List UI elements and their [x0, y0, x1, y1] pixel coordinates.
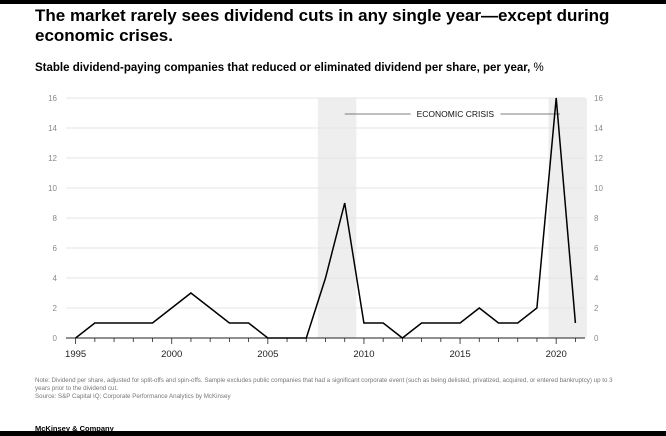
data-point	[574, 321, 578, 325]
x-tick-label: 2015	[449, 349, 470, 360]
line-chart: ECONOMIC CRISIS 1995 2000 2005 2010 2015 2020…	[48, 94, 603, 360]
subtitle-unit: %	[533, 62, 544, 74]
chart-note: Note: Dividend per share, adjusted for s…	[35, 377, 625, 401]
y-tick-label-left: 8	[53, 214, 58, 223]
data-point	[285, 336, 289, 340]
data-point	[362, 321, 366, 325]
x-axis: 1995 2000 2005 2010 2015 2020	[65, 337, 585, 360]
x-tick-label: 2020	[546, 349, 567, 360]
subtitle-text: Stable dividend-paying companies that re…	[35, 62, 531, 74]
data-point	[266, 336, 270, 340]
data-point	[304, 336, 308, 340]
x-tick-label: 1995	[65, 349, 86, 360]
y-axis-left: 0 2 4 6 8 10 12 14 16	[48, 94, 57, 343]
top-rule	[0, 0, 666, 4]
note-text: Note: Dividend per share, adjusted for s…	[35, 377, 613, 392]
y-tick-label-right: 8	[594, 214, 599, 223]
data-point	[343, 201, 347, 205]
y-tick-label-left: 0	[53, 334, 58, 343]
bottom-rule	[0, 431, 666, 436]
source-text: Source: S&P Capital IQ; Corporate Perfor…	[35, 393, 231, 400]
y-tick-label-left: 16	[48, 94, 57, 103]
data-point	[324, 276, 328, 280]
footer-brand: McKinsey & Company	[35, 424, 114, 433]
y-tick-label-left: 2	[53, 304, 58, 313]
data-point	[131, 321, 135, 325]
data-point	[516, 321, 520, 325]
gridlines	[66, 97, 585, 309]
data-point	[497, 321, 501, 325]
y-tick-label-right: 2	[594, 304, 599, 313]
data-point	[401, 336, 405, 340]
data-point	[74, 336, 78, 340]
y-axis-right: 0 2 4 6 8 10 12 14 16	[594, 94, 603, 343]
data-point	[439, 321, 443, 325]
crisis-annotation: ECONOMIC CRISIS	[344, 109, 561, 119]
chart-title: The market rarely sees dividend cuts in …	[35, 6, 610, 45]
data-point	[535, 306, 539, 310]
y-tick-label-left: 12	[48, 154, 57, 163]
y-tick-label-right: 14	[594, 124, 603, 133]
data-point	[112, 321, 116, 325]
data-point	[93, 321, 97, 325]
x-tick-label: 2000	[161, 349, 182, 360]
y-tick-label-right: 12	[594, 154, 603, 163]
data-point	[247, 321, 251, 325]
data-point	[151, 321, 155, 325]
series-line	[75, 97, 577, 339]
y-tick-label-left: 4	[53, 274, 58, 283]
data-point	[420, 321, 424, 325]
data-point	[458, 321, 462, 325]
chart-subtitle: Stable dividend-paying companies that re…	[35, 62, 655, 74]
series	[74, 96, 578, 340]
x-tick-label: 2010	[353, 349, 374, 360]
data-point	[554, 96, 558, 100]
y-tick-label-left: 14	[48, 124, 57, 133]
data-point	[208, 306, 212, 310]
y-tick-label-left: 6	[53, 244, 58, 253]
data-point	[477, 306, 481, 310]
data-point	[170, 306, 174, 310]
data-point	[228, 321, 232, 325]
y-tick-label-right: 6	[594, 244, 599, 253]
y-tick-label-right: 4	[594, 274, 599, 283]
y-tick-label-right: 16	[594, 94, 603, 103]
data-point	[189, 291, 193, 295]
x-tick-label: 2005	[257, 349, 278, 360]
data-point	[381, 321, 385, 325]
y-tick-label-right: 0	[594, 334, 599, 343]
y-tick-label-left: 10	[48, 184, 57, 193]
crisis-annotation-label: ECONOMIC CRISIS	[417, 109, 495, 119]
y-tick-label-right: 10	[594, 184, 603, 193]
